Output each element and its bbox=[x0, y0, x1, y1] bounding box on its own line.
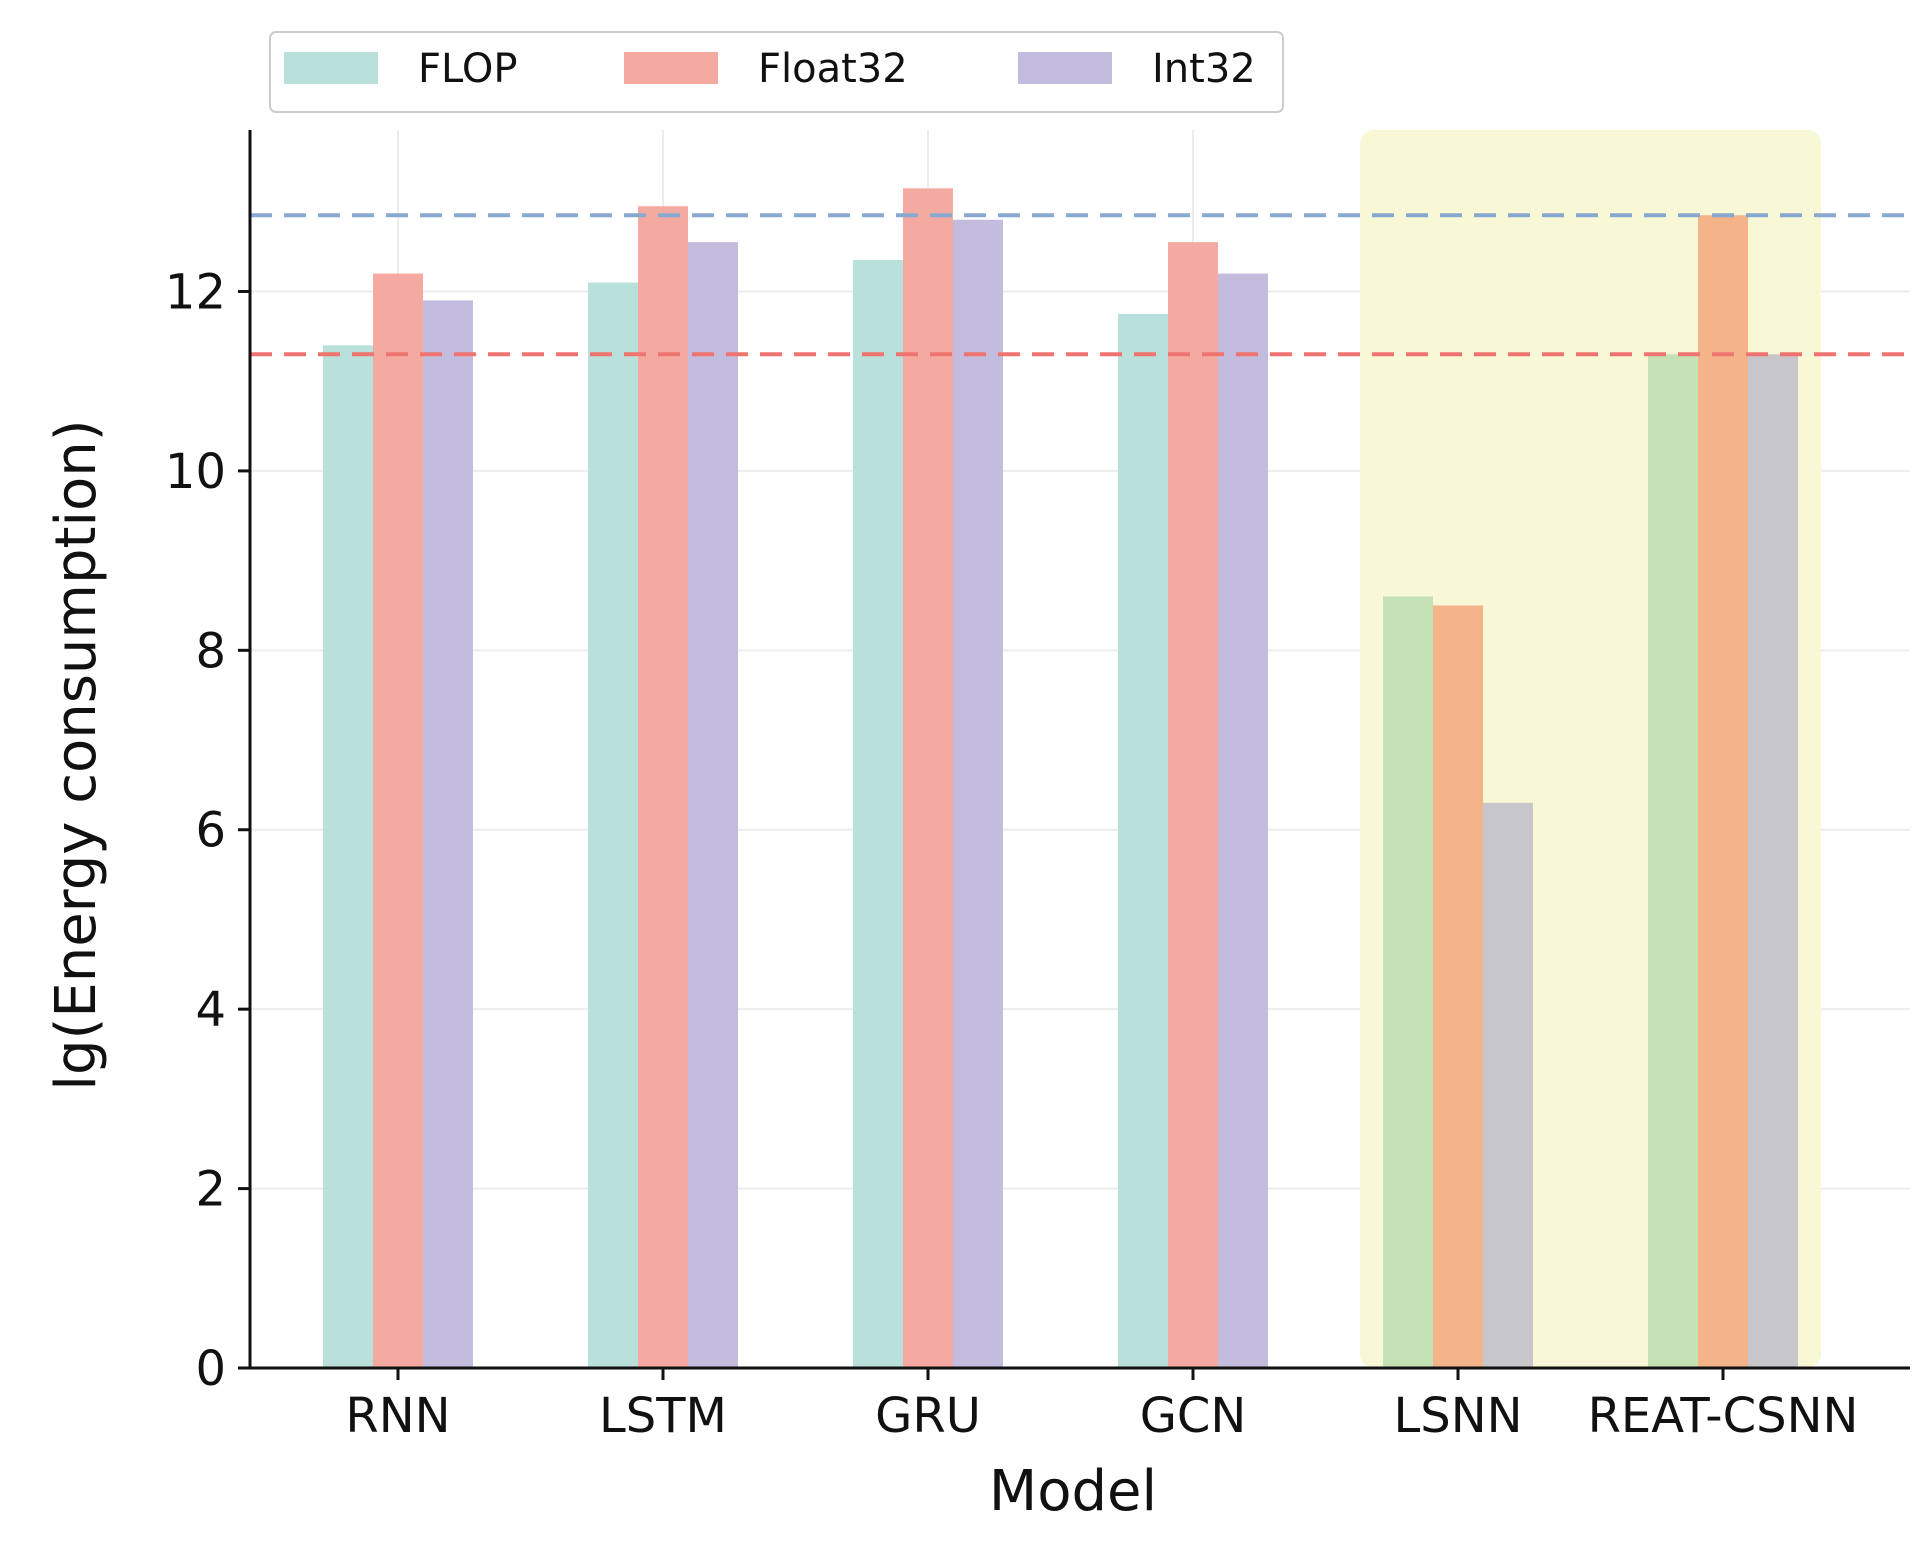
bar-lstm-flop bbox=[588, 282, 638, 1369]
y-tick-label-0: 0 bbox=[195, 1341, 226, 1397]
legend-swatch-flop bbox=[284, 52, 378, 84]
bar-gcn-float32 bbox=[1168, 242, 1218, 1368]
legend-label-int32: Int32 bbox=[1152, 46, 1256, 92]
bar-lsnn-int32 bbox=[1483, 802, 1533, 1368]
bar-gcn-flop bbox=[1118, 313, 1168, 1369]
bar-rnn-flop bbox=[323, 345, 373, 1369]
legend: FLOP Float32 Int32 bbox=[269, 31, 1284, 113]
bar-lstm-int32 bbox=[688, 242, 738, 1368]
legend-swatch-int32 bbox=[1018, 52, 1112, 84]
y-tick-label-6: 6 bbox=[195, 803, 226, 859]
bar-gru-int32 bbox=[953, 219, 1003, 1368]
y-axis-title: lg(Energy consumption) bbox=[44, 419, 109, 1090]
bar-reat-csnn-int32 bbox=[1748, 354, 1798, 1368]
y-ticks: 0 2 4 6 8 10 12 bbox=[165, 264, 250, 1397]
bar-gru-flop bbox=[853, 260, 903, 1368]
bars bbox=[323, 188, 1798, 1369]
bar-gru-float32 bbox=[903, 188, 953, 1368]
x-tick-label-gru: GRU bbox=[875, 1388, 981, 1444]
y-tick-label-2: 2 bbox=[195, 1162, 226, 1218]
y-tick-label-8: 8 bbox=[195, 623, 226, 679]
bar-reat-csnn-flop bbox=[1648, 354, 1698, 1368]
reference-lines bbox=[250, 213, 1910, 357]
bar-lstm-float32 bbox=[638, 206, 688, 1368]
y-tick-label-12: 12 bbox=[165, 264, 226, 320]
bar-rnn-int32 bbox=[423, 300, 473, 1369]
x-tick-label-rnn: RNN bbox=[345, 1388, 450, 1444]
legend-swatch-float32 bbox=[624, 52, 718, 84]
y-tick-label-10: 10 bbox=[165, 444, 226, 500]
legend-label-flop: FLOP bbox=[418, 46, 517, 92]
x-tick-label-lstm: LSTM bbox=[599, 1388, 727, 1444]
axes bbox=[248, 130, 1910, 1370]
bar-lsnn-float32 bbox=[1433, 605, 1483, 1368]
bar-reat-csnn-float32 bbox=[1698, 215, 1748, 1369]
x-axis-title: Model bbox=[989, 1459, 1157, 1524]
x-tick-label-reat-csnn: REAT-CSNN bbox=[1588, 1388, 1859, 1444]
x-ticks: RNN LSTM GRU GCN LSNN REAT-CSNN bbox=[345, 1368, 1858, 1444]
bar-rnn-float32 bbox=[373, 273, 423, 1368]
bar-gcn-int32 bbox=[1218, 273, 1268, 1368]
x-tick-label-gcn: GCN bbox=[1140, 1388, 1247, 1444]
bar-lsnn-flop bbox=[1383, 596, 1433, 1368]
y-tick-label-4: 4 bbox=[195, 982, 226, 1038]
x-tick-label-lsnn: LSNN bbox=[1393, 1388, 1522, 1444]
legend-label-float32: Float32 bbox=[758, 46, 908, 92]
